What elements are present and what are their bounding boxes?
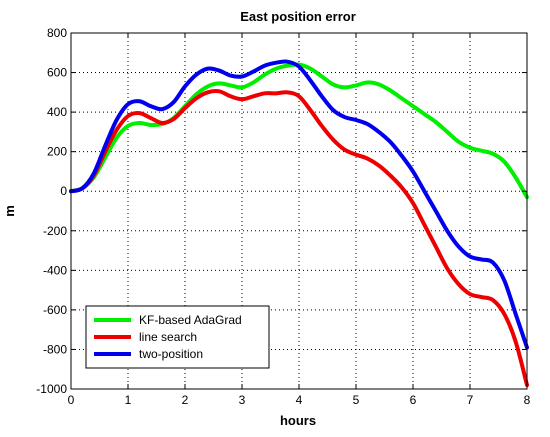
legend-label: line search — [139, 330, 197, 344]
y-tick-label: -600 — [43, 303, 67, 317]
y-tick-label: 0 — [60, 184, 67, 198]
y-tick-label: 200 — [47, 145, 67, 159]
x-tick-label: 3 — [239, 393, 246, 407]
series-line-3 — [69, 59, 529, 350]
x-tick-label: 2 — [182, 393, 189, 407]
y-axis-label: m — [2, 205, 17, 217]
y-tick-label: -800 — [43, 342, 67, 356]
legend-label: two-position — [139, 347, 203, 361]
x-tick-label: 6 — [410, 393, 417, 407]
x-tick-label: 5 — [353, 393, 360, 407]
y-tick-label: -1000 — [36, 382, 67, 396]
legend-label: KF-based AdaGrad — [139, 313, 242, 327]
y-tick-label: 600 — [47, 66, 67, 80]
x-tick-label: 4 — [296, 393, 303, 407]
y-tick-label: -400 — [43, 263, 67, 277]
y-tick-label: 400 — [47, 105, 67, 119]
axis-ticks: 0 1 2 3 4 5 6 7 8 -1000 -800 -600 -400 -200 0 200 400 600… — [36, 26, 530, 407]
x-tick-label: 0 — [68, 393, 75, 407]
x-axis-label: hours — [280, 413, 316, 428]
x-tick-label: 7 — [467, 393, 474, 407]
chart-title: East position error — [240, 9, 356, 24]
y-tick-label: -200 — [43, 224, 67, 238]
y-tick-label: 800 — [47, 26, 67, 40]
x-tick-label: 8 — [524, 393, 531, 407]
legend: KF-based AdaGrad line search two-position — [85, 305, 270, 369]
series-group — [69, 59, 529, 388]
x-tick-label: 1 — [125, 393, 132, 407]
series-line-2 — [69, 89, 529, 388]
